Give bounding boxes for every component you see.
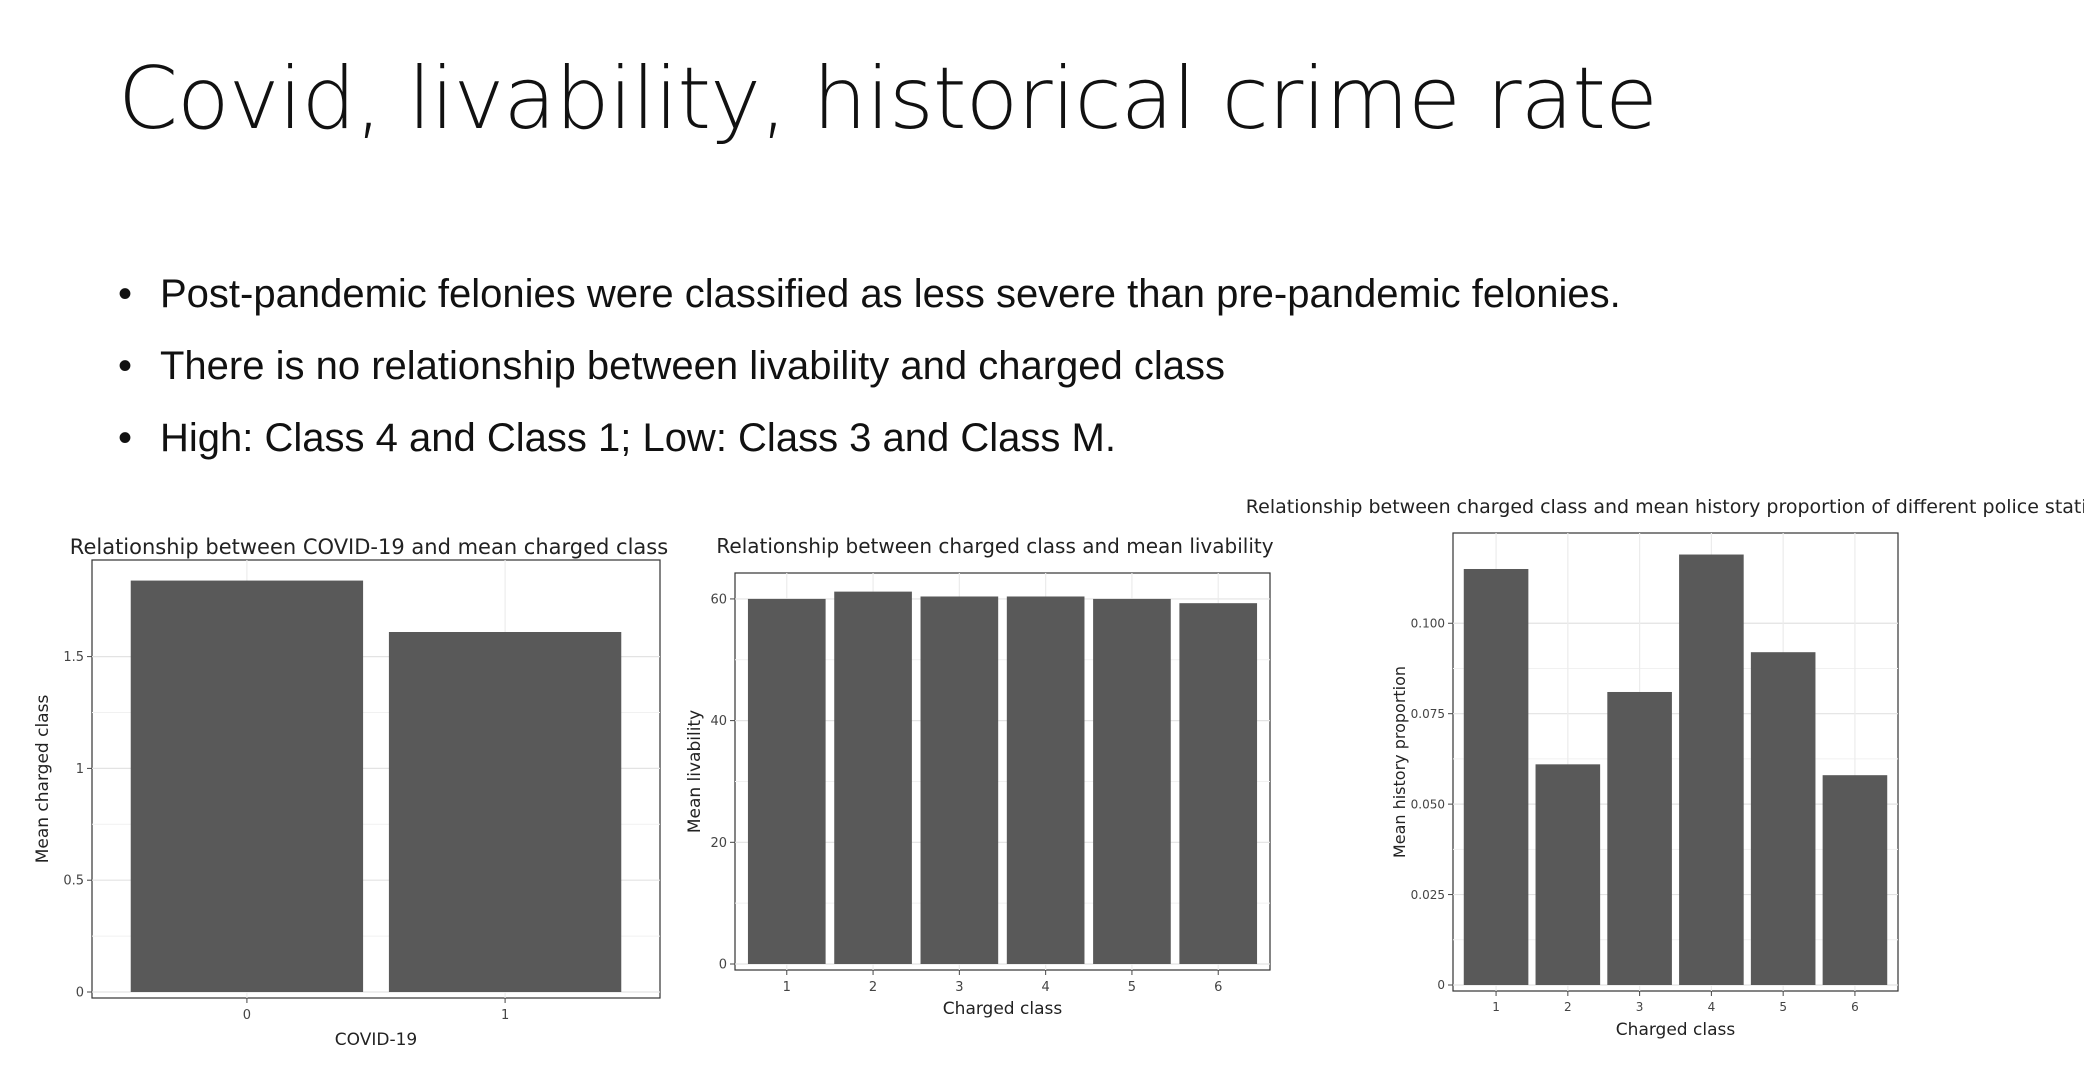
y-tick-label: 1.5 (63, 650, 84, 665)
x-tick-label: 0 (243, 1008, 251, 1023)
chart-title: Relationship between charged class and m… (716, 534, 1273, 558)
bar (1006, 596, 1085, 964)
y-tick-label: 20 (710, 836, 727, 851)
y-tick-label: 0.050 (1411, 797, 1445, 811)
bar (388, 632, 622, 992)
y-tick-label: 0.025 (1411, 888, 1445, 902)
x-tick-label: 5 (1128, 980, 1136, 995)
x-tick-label: 6 (1851, 1000, 1859, 1014)
x-tick-label: 3 (955, 980, 963, 995)
x-tick-label: 1 (1492, 1000, 1500, 1014)
y-axis-label: Mean livability (685, 710, 705, 833)
bar (920, 596, 999, 964)
bar (834, 591, 912, 964)
y-tick-label: 0.075 (1411, 707, 1445, 721)
y-tick-label: 40 (710, 714, 727, 729)
bar (1093, 598, 1171, 964)
y-tick-label: 0 (76, 986, 84, 1001)
bar (1535, 764, 1601, 985)
y-tick-label: 1 (76, 762, 84, 777)
bar (130, 580, 364, 992)
x-tick-label: 1 (783, 980, 791, 995)
bullet-item: Post-pandemic felonies were classified a… (118, 258, 1621, 330)
bullet-item: There is no relationship between livabil… (118, 330, 1621, 402)
livability-chart: Relationship between charged class and m… (685, 534, 1274, 1019)
y-axis-label: Mean history proportion (1390, 666, 1409, 858)
y-tick-label: 60 (710, 592, 727, 607)
x-tick-label: 4 (1042, 980, 1050, 995)
history-proportion-chart: Relationship between charged class and m… (1246, 496, 2084, 1040)
x-axis-label: Charged class (943, 999, 1063, 1019)
x-tick-label: 3 (1636, 1000, 1644, 1014)
bullet-list: Post-pandemic felonies were classified a… (118, 258, 1621, 474)
y-tick-label: 0.5 (63, 874, 84, 889)
slide-title: Covid, livability, historical crime rate (118, 49, 1658, 149)
x-tick-label: 5 (1779, 1000, 1787, 1014)
x-tick-label: 6 (1214, 980, 1222, 995)
y-tick-label: 0 (1437, 978, 1445, 992)
bar (1679, 554, 1744, 985)
bar (747, 598, 826, 964)
bar (1607, 691, 1672, 985)
x-tick-label: 2 (1564, 1000, 1572, 1014)
x-tick-label: 2 (869, 980, 877, 995)
x-tick-label: 1 (501, 1008, 509, 1023)
chart-title: Relationship between COVID-19 and mean c… (70, 535, 668, 559)
x-axis-label: COVID-19 (335, 1030, 417, 1050)
y-tick-label: 0.100 (1411, 616, 1445, 630)
y-axis-label: Mean charged class (33, 695, 53, 864)
chart-title: Relationship between charged class and m… (1246, 496, 2084, 518)
bar (1750, 652, 1816, 985)
x-tick-label: 4 (1708, 1000, 1716, 1014)
bullet-item: High: Class 4 and Class 1; Low: Class 3 … (118, 402, 1621, 474)
y-tick-label: 0 (719, 958, 727, 973)
bar (1179, 603, 1258, 964)
covid-charged-class-chart: Relationship between COVID-19 and mean c… (33, 535, 668, 1050)
bar (1822, 775, 1888, 985)
bar (1463, 568, 1529, 985)
x-axis-label: Charged class (1616, 1020, 1736, 1040)
